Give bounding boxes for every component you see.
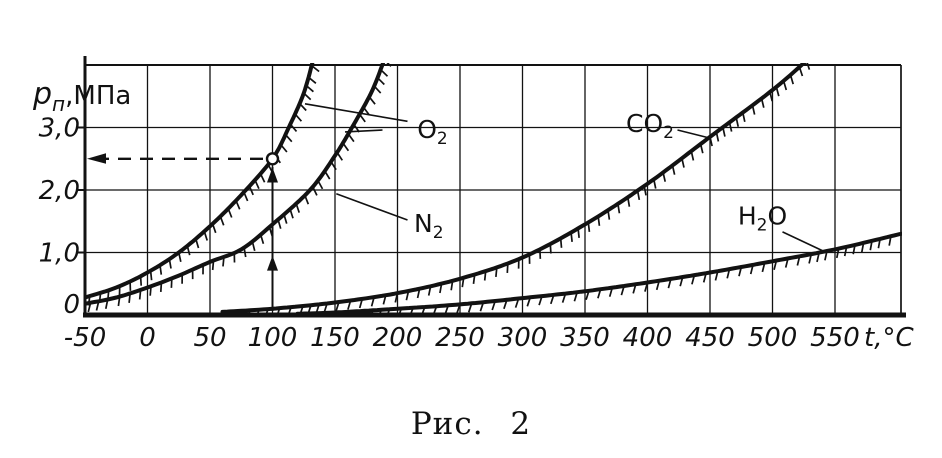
curve-o2 xyxy=(84,63,315,300)
x-tick-label: 400 xyxy=(623,323,673,353)
curves-layer xyxy=(84,63,902,317)
leader-o2 xyxy=(344,129,383,133)
axes xyxy=(76,56,906,318)
up-arrowhead xyxy=(267,167,278,183)
x-tick-label: 350 xyxy=(560,323,610,353)
x-tick-label: 450 xyxy=(685,323,735,353)
y-tick-label: 3,0 xyxy=(39,114,80,144)
y-tick-label: 1,0 xyxy=(39,239,80,269)
label-co2: CO2 xyxy=(626,109,674,143)
label-n2: N2 xyxy=(414,209,444,243)
hatch-mark xyxy=(386,63,392,67)
grid xyxy=(85,64,902,315)
x-tick-label: 300 xyxy=(498,323,548,353)
x-tick-label: 150 xyxy=(310,323,360,353)
x-tick-label: 250 xyxy=(435,323,485,353)
y-tick-label: 2,0 xyxy=(39,176,80,206)
pressure-reading-annotation xyxy=(87,152,280,311)
curve-co2 xyxy=(220,63,807,314)
leader-co2 xyxy=(677,129,711,139)
label-h2o: H2O xyxy=(738,201,787,235)
hatch-mark xyxy=(806,63,811,70)
x-tick-label: 100 xyxy=(248,323,298,353)
x-tick-label: -50 xyxy=(64,323,106,353)
leader-o2 xyxy=(304,103,408,123)
x-tick-label: 500 xyxy=(748,323,798,353)
x-tick-label: 200 xyxy=(373,323,423,353)
tick-labels: -50 0 50 100 150 200 250 300 350 400 450 500 55001,0… xyxy=(39,114,915,354)
hatch-n2 xyxy=(87,63,392,313)
y-tick-label: 0 xyxy=(63,290,80,320)
x-tick-label: 550 xyxy=(810,323,860,353)
x-axis-unit-label: t,°C xyxy=(864,323,914,353)
curve-h2o xyxy=(295,231,902,316)
leader-h2o xyxy=(782,231,826,253)
leader-n2 xyxy=(336,193,408,221)
figure-caption: Рис. 2 xyxy=(410,406,532,442)
x-tick-label: 0 xyxy=(139,323,156,353)
up-arrowhead xyxy=(267,255,278,271)
left-arrowhead xyxy=(87,153,106,164)
curve-n2 xyxy=(84,63,386,306)
y-axis-title: pп,МПа xyxy=(32,77,131,116)
x-tick-label: 50 xyxy=(193,323,226,353)
label-o2: O2 xyxy=(417,115,448,149)
point-marker xyxy=(265,152,280,166)
